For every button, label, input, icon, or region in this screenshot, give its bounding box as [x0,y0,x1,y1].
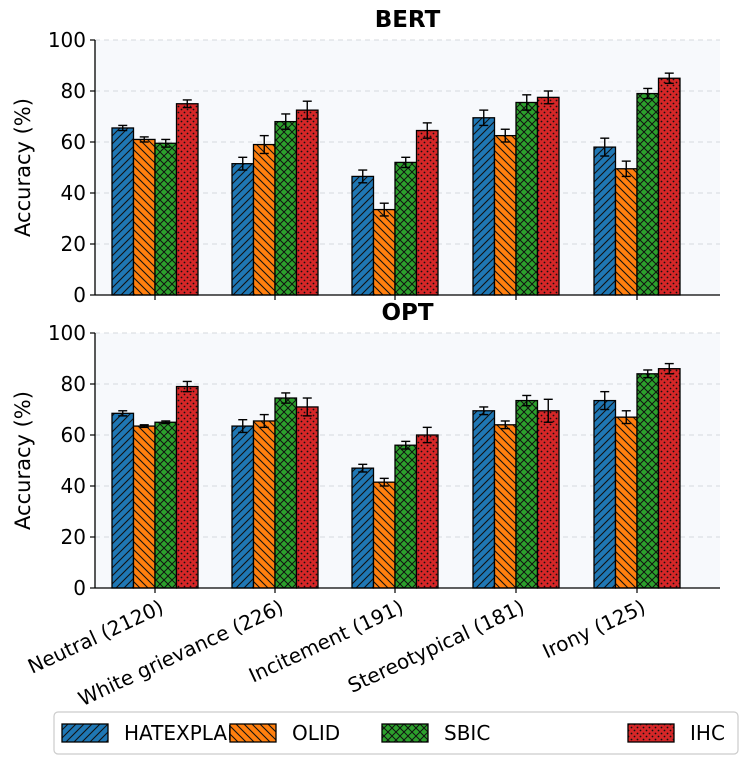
bar-sbic [636,92,660,296]
y-tick-label: 20 [61,525,86,549]
bar-hatexplain [111,412,135,589]
bar-hatexplain [231,163,255,296]
bar-ihc [657,368,681,589]
bar-olid [614,168,638,296]
y-tick-label: 100 [48,28,86,52]
y-tick-label: 80 [61,79,86,103]
bar-sbic [154,421,178,589]
bar-hatexplain [593,399,617,589]
y-tick-label: 40 [61,474,86,498]
bar-hatexplain [111,127,135,296]
y-tick-label: 0 [73,283,86,307]
legend-label: HATEXPLAIN [124,721,248,745]
bar-sbic [274,397,298,589]
y-tick-label: 60 [61,423,86,447]
x-tick-label: Irony (125) [539,595,649,663]
bar-sbic [154,142,178,296]
legend-swatch-ihc [627,723,675,743]
bar-olid [372,481,396,589]
bar-sbic [636,373,660,589]
bar-olid [132,138,156,296]
x-tick-label: White grievance (226) [74,595,287,711]
legend-swatch-sbic [381,723,429,743]
bar-sbic [394,161,418,296]
panel-title: OPT [381,300,433,326]
bar-sbic [515,101,539,296]
bar-ihc [175,103,199,296]
bar-olid [493,424,517,589]
bar-ihc [536,96,560,296]
bar-olid [252,143,276,296]
bar-olid [493,134,517,296]
y-tick-label: 100 [48,321,86,345]
legend-swatch-hatexplain [61,723,109,743]
panel-opt: 0 20 40 60 80 100 OPT Accuracy (%) [11,300,720,600]
y-tick-label: 80 [61,372,86,396]
bar-olid [614,416,638,589]
legend-label: SBIC [444,721,490,745]
y-tick-label: 40 [61,181,86,205]
bar-hatexplain [231,425,255,589]
bar-ihc [295,406,319,589]
bar-hatexplain [472,117,496,296]
bar-ihc [295,109,319,296]
bar-sbic [274,120,298,296]
bar-hatexplain [351,175,375,296]
y-tick-label: 60 [61,130,86,154]
bar-olid [372,208,396,296]
y-tick-label: 0 [73,576,86,600]
bar-ihc [536,410,560,589]
bar-sbic [515,399,539,589]
bar-ihc [415,129,439,296]
panel-bert: 0 20 40 60 80 100 BERT Accuracy (%) [11,7,720,307]
bar-sbic [394,444,418,589]
y-axis-label: Accuracy (%) [11,98,35,237]
legend-swatch-olid [229,723,277,743]
bar-ihc [657,77,681,296]
y-axis-label: Accuracy (%) [11,391,35,530]
bar-olid [132,425,156,589]
panel-title: BERT [375,7,441,33]
legend-label: OLID [292,721,340,745]
bar-ihc [175,385,199,589]
bar-hatexplain [593,146,617,296]
bar-ihc [415,434,439,589]
bar-hatexplain [351,467,375,589]
bar-olid [252,420,276,589]
legend-label: IHC [690,721,725,745]
bar-hatexplain [472,410,496,589]
y-tick-label: 20 [61,232,86,256]
